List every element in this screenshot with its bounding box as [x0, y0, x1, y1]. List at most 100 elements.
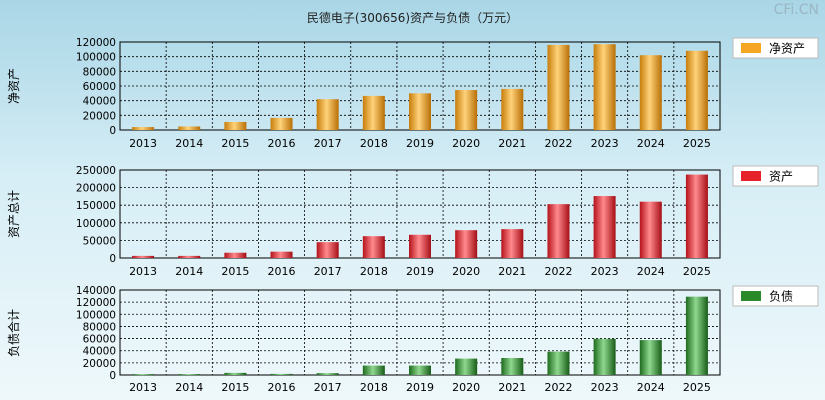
- bar-2019: [409, 93, 431, 130]
- bar-2022: [547, 44, 570, 130]
- legend-label: 净资产: [769, 42, 805, 56]
- x-tick-label: 2020: [452, 381, 480, 394]
- bar-2015: [224, 252, 247, 258]
- bar-2021: [501, 88, 524, 130]
- bar-2018: [362, 236, 385, 258]
- bar-2017: [316, 99, 339, 130]
- legend-swatch: [741, 291, 761, 301]
- bar-2013: [132, 255, 155, 258]
- bar-2019: [409, 234, 431, 258]
- bar-2013: [132, 127, 155, 130]
- bar-2024: [639, 201, 662, 258]
- bar-2015: [224, 372, 247, 375]
- x-tick-label: 2016: [268, 265, 296, 278]
- bar-2016: [270, 373, 293, 375]
- x-tick-label: 2021: [498, 381, 526, 394]
- x-tick-label: 2014: [175, 137, 203, 150]
- bar-2023: [593, 196, 616, 258]
- y-tick-label: 20000: [83, 110, 116, 122]
- y-tick-label: 120000: [76, 297, 116, 309]
- plot-area: [119, 289, 721, 376]
- bar-2021: [501, 358, 524, 375]
- bar-2014: [178, 126, 201, 130]
- y-tick-label: 0: [109, 125, 116, 137]
- x-tick-label: 2024: [637, 265, 665, 278]
- bar-2025: [685, 296, 708, 375]
- bar-2023: [593, 44, 616, 131]
- bar-2018: [362, 365, 385, 375]
- legend-label: 资产: [769, 170, 793, 184]
- bar-2023: [593, 338, 616, 375]
- panel-1: 0 50000 100000 150000 200000 250000 2013 2014 20…: [7, 165, 819, 278]
- x-tick-label: 2025: [683, 381, 711, 394]
- bar-2025: [685, 50, 708, 130]
- x-tick-label: 2013: [129, 137, 157, 150]
- watermark-logo: CFi.CN: [773, 2, 819, 18]
- x-tick-label: 2013: [129, 265, 157, 278]
- bar-2019: [409, 365, 431, 375]
- bar-2022: [547, 351, 570, 375]
- x-tick-label: 2016: [268, 381, 296, 394]
- x-tick-label: 2023: [591, 137, 619, 150]
- y-tick-label: 80000: [83, 321, 116, 333]
- x-tick-label: 2013: [129, 381, 157, 394]
- y-tick-label: 40000: [83, 96, 116, 108]
- legend-label: 负债: [769, 290, 793, 304]
- y-tick-label: 80000: [83, 66, 116, 78]
- x-tick-label: 2017: [314, 265, 342, 278]
- x-tick-label: 2015: [221, 381, 249, 394]
- x-tick-label: 2019: [406, 381, 434, 394]
- y-tick-label: 100000: [76, 218, 116, 230]
- bar-2020: [455, 230, 478, 258]
- y-tick-label: 140000: [76, 285, 116, 297]
- y-tick-label: 0: [109, 253, 116, 265]
- x-tick-label: 2024: [637, 381, 665, 394]
- x-tick-label: 2019: [406, 137, 434, 150]
- bar-2014: [178, 374, 201, 376]
- y-axis-label: 资产总计: [7, 190, 21, 238]
- x-tick-label: 2015: [221, 265, 249, 278]
- x-tick-label: 2020: [452, 265, 480, 278]
- y-tick-label: 150000: [76, 200, 116, 212]
- x-tick-label: 2020: [452, 137, 480, 150]
- x-tick-label: 2023: [591, 381, 619, 394]
- y-tick-label: 0: [109, 370, 116, 382]
- y-tick-label: 50000: [83, 235, 116, 247]
- y-axis-label: 净资产: [7, 68, 21, 104]
- y-tick-label: 20000: [83, 358, 116, 370]
- x-tick-label: 2021: [498, 137, 526, 150]
- x-tick-label: 2022: [544, 137, 572, 150]
- y-tick-label: 120000: [76, 37, 116, 49]
- x-tick-label: 2017: [314, 137, 342, 150]
- x-tick-label: 2014: [175, 265, 203, 278]
- bar-2015: [224, 121, 247, 130]
- legend-swatch: [741, 43, 761, 53]
- x-tick-label: 2014: [175, 381, 203, 394]
- x-tick-label: 2021: [498, 265, 526, 278]
- bar-2016: [270, 117, 293, 130]
- bar-2020: [455, 358, 478, 375]
- bar-2024: [639, 340, 662, 375]
- bar-2020: [455, 90, 478, 130]
- bar-2021: [501, 229, 524, 258]
- x-tick-label: 2025: [683, 265, 711, 278]
- y-tick-label: 40000: [83, 346, 116, 358]
- bar-2024: [639, 55, 662, 131]
- x-tick-label: 2019: [406, 265, 434, 278]
- y-axis-label: 负债合计: [6, 309, 21, 357]
- x-tick-label: 2024: [637, 137, 665, 150]
- bar-2018: [362, 95, 385, 130]
- y-tick-label: 60000: [83, 334, 116, 346]
- legend-swatch: [741, 171, 761, 181]
- bar-2013: [132, 374, 155, 376]
- x-tick-label: 2022: [544, 381, 572, 394]
- x-tick-label: 2018: [360, 381, 388, 394]
- x-tick-label: 2018: [360, 137, 388, 150]
- bar-2017: [316, 242, 339, 258]
- panel-0: 0 20000 40000 60000 80000 100000 120000 2013 201…: [7, 37, 819, 150]
- y-tick-label: 250000: [76, 165, 116, 177]
- bar-2014: [178, 255, 201, 258]
- bar-2016: [270, 251, 293, 258]
- bar-2017: [316, 373, 339, 375]
